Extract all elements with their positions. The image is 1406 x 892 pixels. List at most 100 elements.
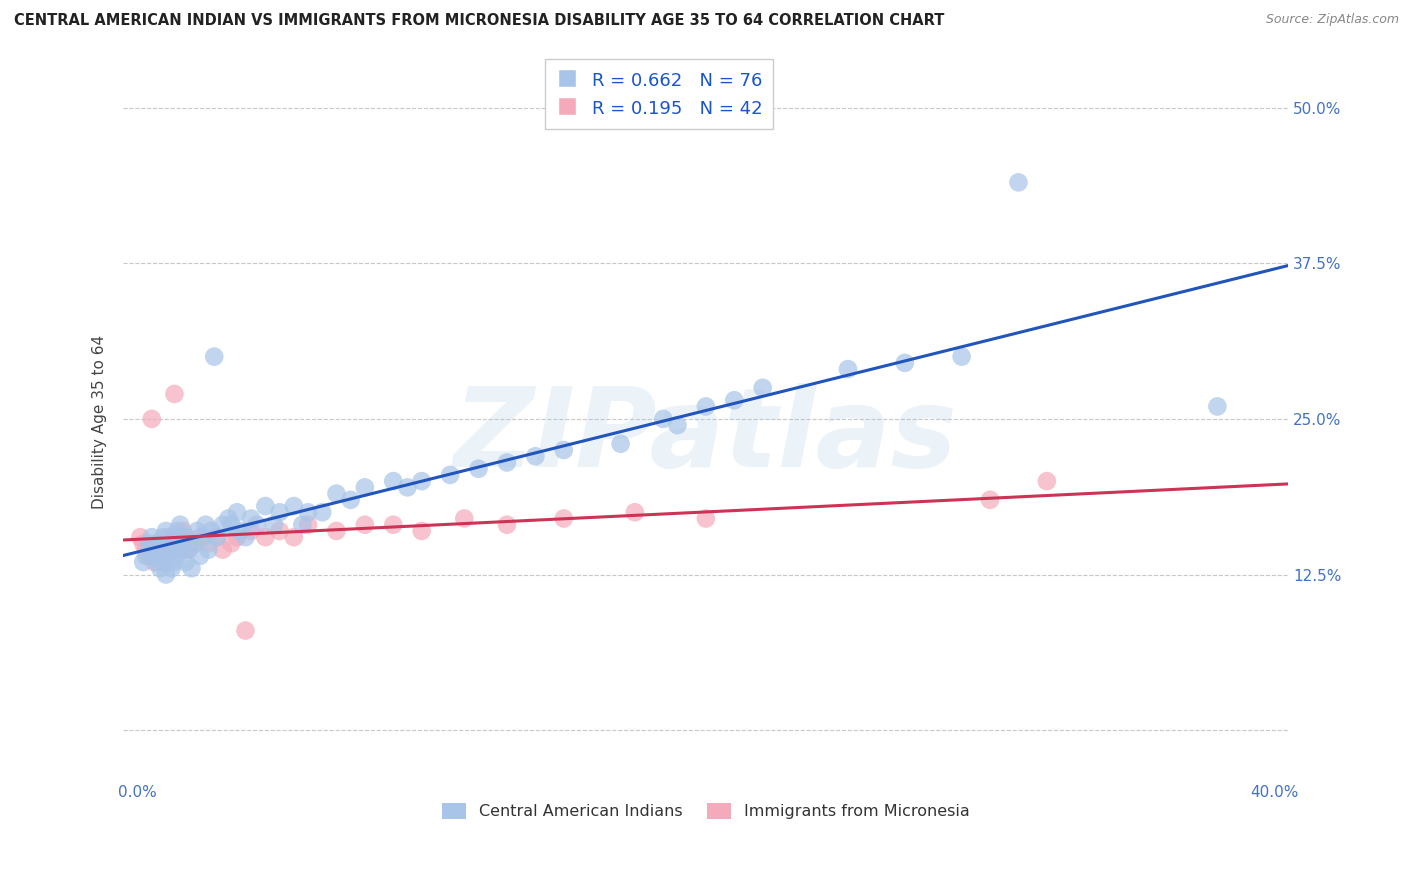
Point [188, 549, 211, 563]
Point [553, 511, 575, 525]
Point [246, 517, 269, 532]
Point [325, 486, 347, 500]
Point [163, 530, 186, 544]
Point [194, 517, 217, 532]
Point [1036, 474, 1059, 488]
Point [157, 555, 180, 569]
Point [169, 517, 191, 532]
Point [180, 561, 202, 575]
Point [174, 555, 197, 569]
Point [160, 536, 183, 550]
Point [353, 517, 375, 532]
Point [297, 517, 319, 532]
Point [297, 505, 319, 519]
Point [146, 536, 169, 550]
Point [143, 555, 166, 569]
Point [174, 530, 197, 544]
Point [186, 524, 208, 538]
Point [174, 530, 197, 544]
Point [453, 511, 475, 525]
Point [553, 443, 575, 458]
Point [197, 542, 219, 557]
Point [226, 530, 249, 544]
Point [353, 480, 375, 494]
Point [269, 524, 291, 538]
Point [152, 530, 174, 544]
Point [283, 530, 305, 544]
Point [695, 511, 717, 525]
Point [183, 536, 205, 550]
Point [723, 393, 745, 408]
Point [1206, 400, 1229, 414]
Point [609, 437, 631, 451]
Point [163, 387, 186, 401]
Text: CENTRAL AMERICAN INDIAN VS IMMIGRANTS FROM MICRONESIA DISABILITY AGE 35 TO 64 CO: CENTRAL AMERICAN INDIAN VS IMMIGRANTS FR… [14, 13, 945, 29]
Legend: Central American Indians, Immigrants from Micronesia: Central American Indians, Immigrants fro… [436, 797, 976, 826]
Point [135, 549, 157, 563]
Point [205, 530, 228, 544]
Point [979, 492, 1001, 507]
Point [129, 530, 152, 544]
Point [263, 517, 285, 532]
Point [141, 412, 163, 426]
Point [152, 549, 174, 563]
Point [141, 530, 163, 544]
Point [172, 542, 194, 557]
Point [624, 505, 647, 519]
Point [155, 567, 177, 582]
Point [291, 517, 314, 532]
Point [191, 530, 214, 544]
Point [197, 536, 219, 550]
Point [146, 536, 169, 550]
Point [235, 530, 257, 544]
Point [155, 524, 177, 538]
Point [211, 542, 233, 557]
Point [149, 561, 172, 575]
Text: ZIPatlas: ZIPatlas [454, 383, 957, 490]
Point [221, 536, 243, 550]
Point [411, 474, 433, 488]
Point [382, 517, 405, 532]
Point [132, 536, 155, 550]
Point [169, 536, 191, 550]
Point [382, 474, 405, 488]
Point [163, 555, 186, 569]
Point [177, 542, 200, 557]
Point [217, 511, 239, 525]
Point [188, 530, 211, 544]
Point [950, 350, 973, 364]
Point [200, 524, 222, 538]
Point [240, 524, 263, 538]
Point [235, 624, 257, 638]
Point [229, 524, 252, 538]
Point [157, 530, 180, 544]
Point [254, 530, 277, 544]
Point [138, 549, 160, 563]
Point [411, 524, 433, 538]
Point [283, 499, 305, 513]
Text: Source: ZipAtlas.com: Source: ZipAtlas.com [1265, 13, 1399, 27]
Point [135, 542, 157, 557]
Point [339, 492, 361, 507]
Point [894, 356, 917, 370]
Point [205, 530, 228, 544]
Point [226, 505, 249, 519]
Point [666, 418, 689, 433]
Point [138, 536, 160, 550]
Point [439, 467, 461, 482]
Point [141, 542, 163, 557]
Point [1007, 175, 1029, 189]
Point [155, 549, 177, 563]
Point [751, 381, 773, 395]
Point [240, 511, 263, 525]
Point [152, 555, 174, 569]
Point [254, 499, 277, 513]
Point [166, 549, 188, 563]
Point [269, 505, 291, 519]
Point [652, 412, 675, 426]
Point [149, 542, 172, 557]
Point [467, 461, 489, 475]
Point [172, 524, 194, 538]
Point [695, 400, 717, 414]
Y-axis label: Disability Age 35 to 64: Disability Age 35 to 64 [93, 334, 107, 509]
